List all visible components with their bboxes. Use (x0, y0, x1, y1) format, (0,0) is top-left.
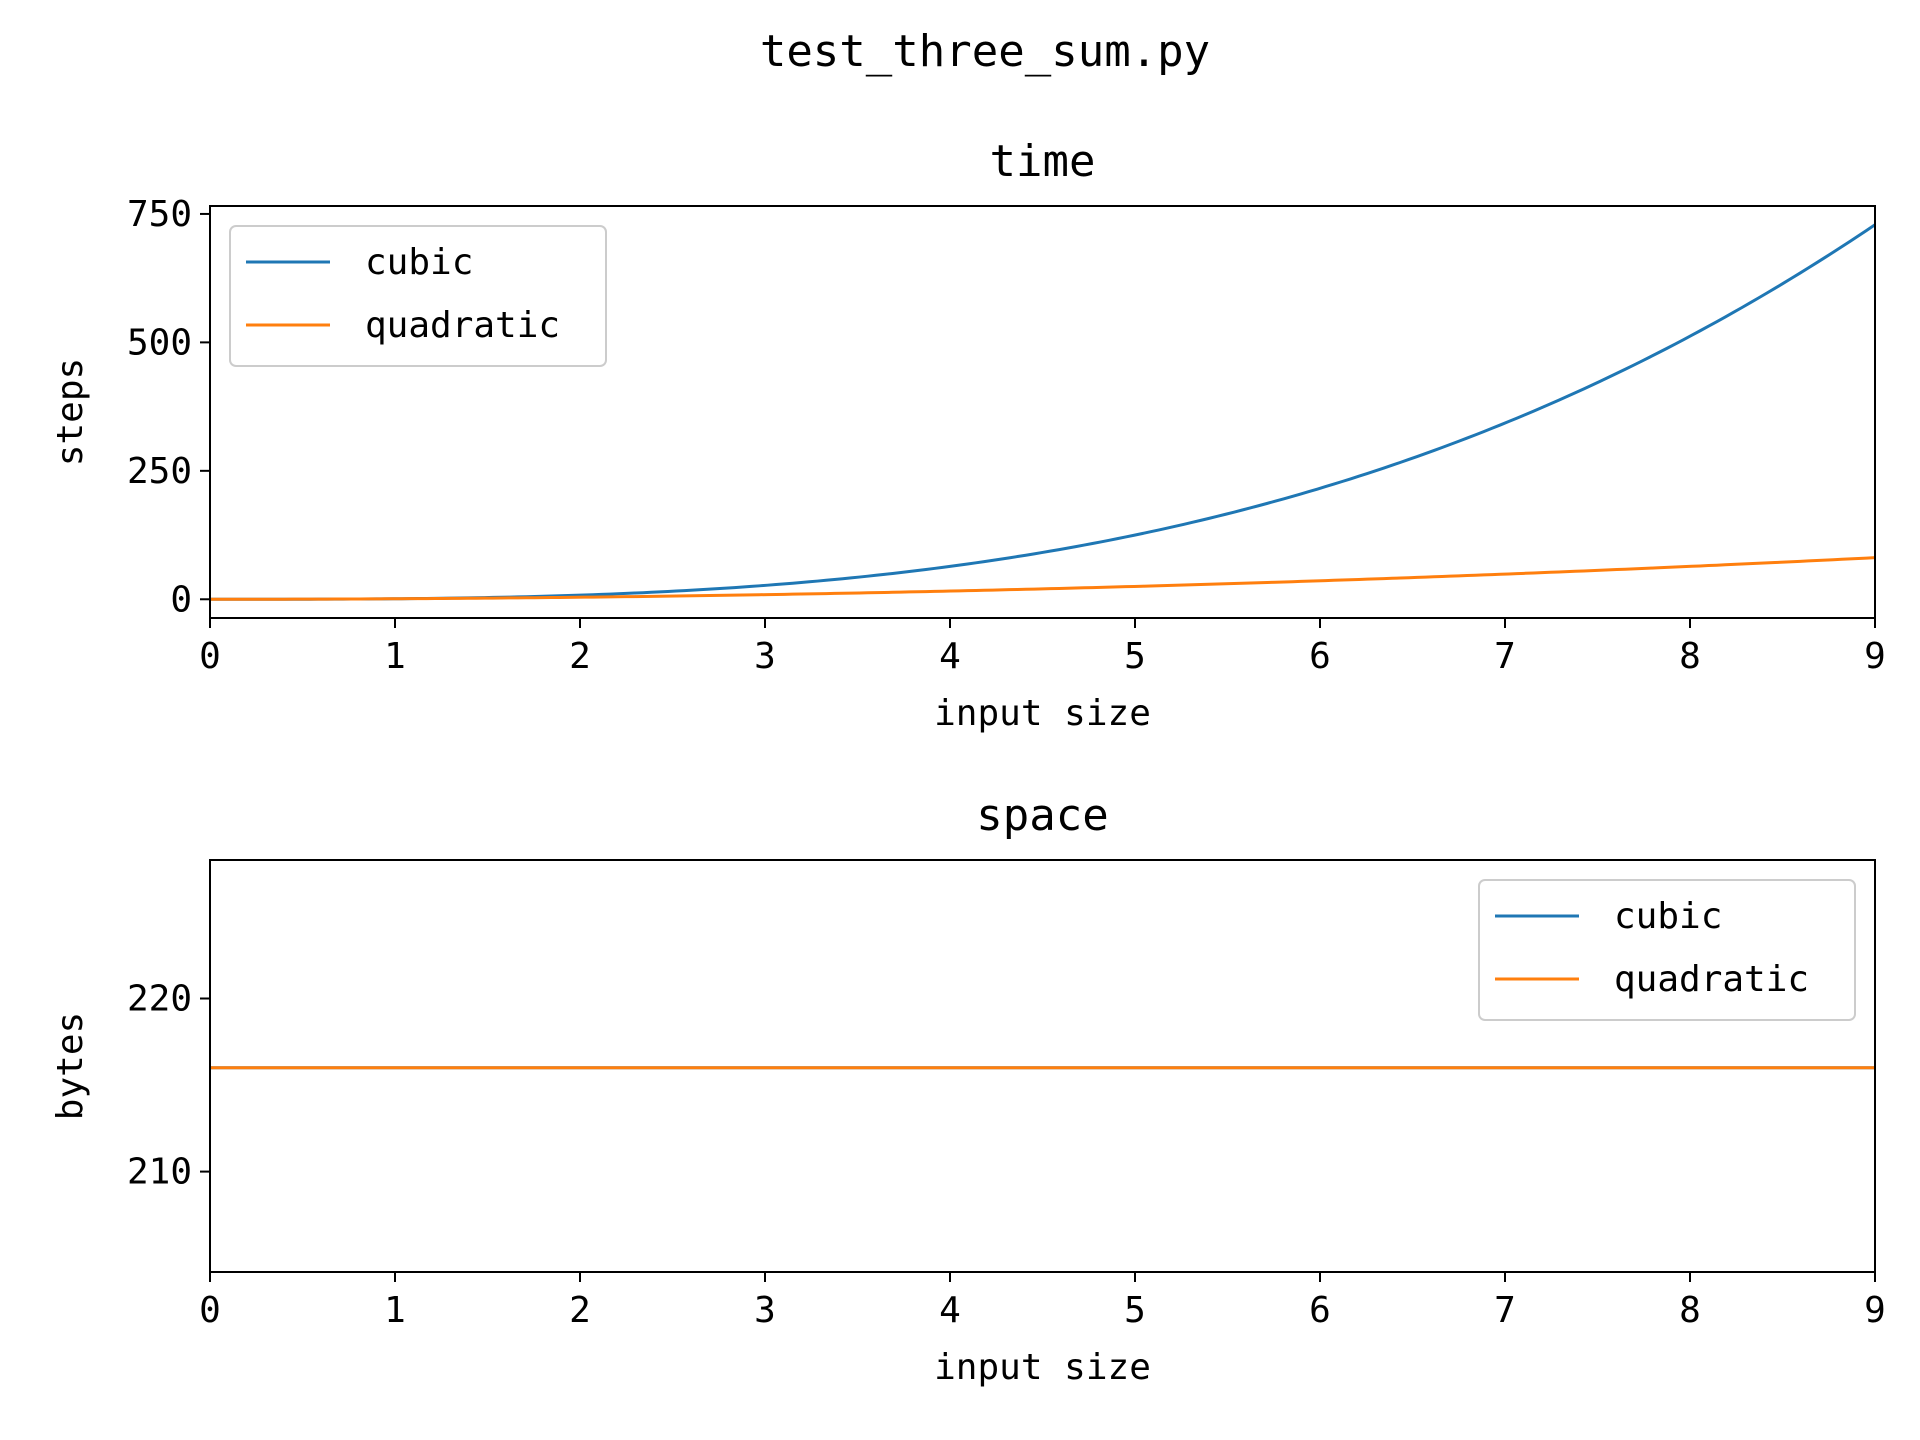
legend: cubic quadratic (1478, 879, 1856, 1021)
y-tick-label: 0 (170, 579, 192, 620)
figure-title: test_three_sum.py (760, 26, 1210, 77)
subplot-title: time (990, 136, 1096, 187)
axes-frame (209, 205, 1876, 619)
y-tick-label: 220 (127, 978, 192, 1019)
y-tick-label: 210 (127, 1152, 192, 1193)
x-tick-label: 1 (384, 636, 406, 677)
x-tick-label: 2 (569, 636, 591, 677)
subplot-title: space (976, 790, 1108, 841)
x-tick-label: 7 (1494, 636, 1516, 677)
x-axis-label: input size (934, 693, 1151, 734)
x-tick-label: 5 (1124, 1290, 1146, 1331)
axes-frame (209, 859, 1876, 1273)
y-tick-label: 500 (127, 322, 192, 363)
x-tick-label: 4 (939, 1290, 961, 1331)
x-tick-label: 9 (1864, 636, 1886, 677)
plot-area (210, 223, 1875, 601)
x-tick-label: 4 (939, 636, 961, 677)
y-tick-label: 250 (127, 451, 192, 492)
x-tick-label: 2 (569, 1290, 591, 1331)
legend-label-cubic: cubic (1614, 896, 1722, 937)
legend-label-quadratic: quadratic (365, 305, 560, 346)
x-tick-label: 0 (199, 1290, 221, 1331)
x-tick-label: 1 (384, 1290, 406, 1331)
x-tick-label: 8 (1679, 636, 1701, 677)
legend-label-cubic: cubic (365, 242, 473, 283)
x-tick-label: 6 (1309, 1290, 1331, 1331)
x-tick-label: 3 (754, 1290, 776, 1331)
legend-label-quadratic: quadratic (1614, 959, 1809, 1000)
x-tick-label: 0 (199, 636, 221, 677)
space-subplot: space 0 1 2 3 4 5 6 7 8 9 210 220 input size bytes cubi… (50, 790, 1886, 1388)
y-axis-label: bytes (50, 1012, 91, 1120)
x-tick-label: 8 (1679, 1290, 1701, 1331)
y-axis-label: steps (50, 358, 91, 466)
x-axis-label: input size (934, 1347, 1151, 1388)
legend: cubic quadratic (229, 225, 607, 367)
x-tick-label: 7 (1494, 1290, 1516, 1331)
x-tick-label: 5 (1124, 636, 1146, 677)
x-tick-label: 6 (1309, 636, 1331, 677)
time-subplot: time 0 1 2 3 4 5 6 7 8 9 0 250 500 750 input size steps c… (50, 136, 1886, 734)
x-tick-label: 9 (1864, 1290, 1886, 1331)
series-line-quadratic (210, 556, 1875, 601)
y-tick-label: 750 (127, 194, 192, 235)
x-tick-label: 3 (754, 636, 776, 677)
